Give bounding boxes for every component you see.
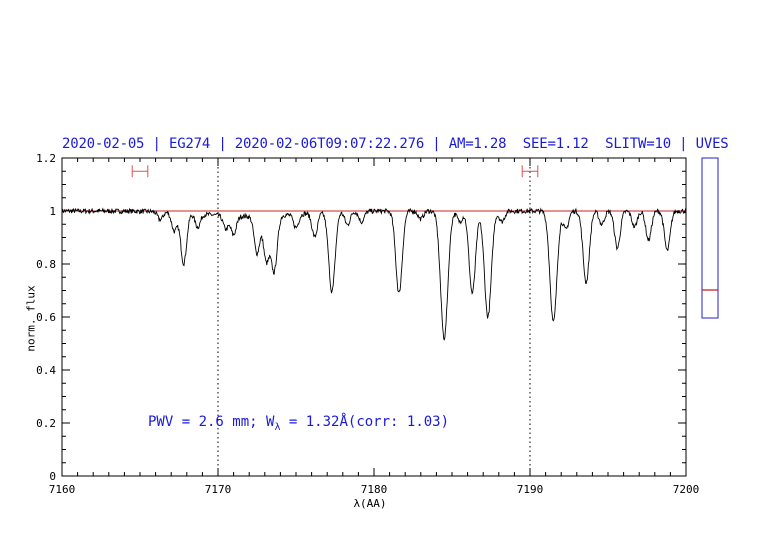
axis-tick-labels: 7160 7170 7180 7190 7200 0 0.2 0.4 0.6 0.8 1 1.2: [36, 152, 699, 496]
x-tick-label: 7180: [361, 483, 388, 496]
pwv-subscript: λ: [274, 421, 281, 433]
pwv-suffix: = 1.32Å(corr: 1.03): [280, 414, 450, 430]
y-tick-label: 1: [49, 205, 56, 218]
y-tick-label: 0.2: [36, 417, 56, 430]
y-tick-label: 1.2: [36, 152, 56, 165]
y-tick-label: 0: [49, 470, 56, 483]
range-markers: [131, 165, 539, 178]
header-info: 2020-02-05 | EG274 | 2020-02-06T09:07:22…: [62, 136, 729, 152]
y-tick-label: 0.4: [36, 364, 56, 377]
x-tick-label: 7190: [517, 483, 544, 496]
vertical-markers: [217, 158, 531, 476]
y-axis-label: norm. flux: [24, 285, 38, 352]
x-tick-label: 7160: [49, 483, 76, 496]
axis-ticks: [61, 157, 687, 477]
y-tick-label: 0.6: [36, 311, 56, 324]
pwv-prefix: PWV = 2.6 mm; W: [148, 414, 275, 430]
x-tick-label: 7170: [205, 483, 232, 496]
pwv-annotation: PWV = 2.6 mm; Wλ = 1.32Å(corr: 1.03): [148, 414, 449, 433]
x-axis-label: λ(AA): [353, 497, 387, 510]
y-tick-label: 0.8: [36, 258, 56, 271]
x-tick-label: 7200: [673, 483, 700, 496]
spectrum-line: [61, 207, 687, 341]
sidebar-box: [701, 157, 719, 319]
